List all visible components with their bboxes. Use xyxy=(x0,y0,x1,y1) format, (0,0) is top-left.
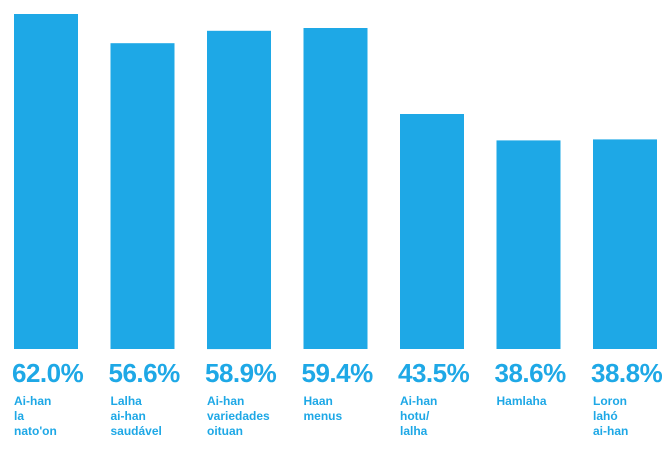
category-column: 56.6% Lalha ai-han saudável xyxy=(109,358,201,439)
category-label: Ai-han hotu/ lalha xyxy=(400,394,438,438)
category-column: 58.9% Ai-han variedades oituan xyxy=(205,358,297,439)
value-label: 58.9% xyxy=(205,358,277,388)
bar xyxy=(496,140,561,349)
value-label: 56.6% xyxy=(108,358,181,388)
bar xyxy=(593,139,657,349)
category-label: Ai-han variedades oituan xyxy=(207,394,270,438)
category-label: Haan menus xyxy=(303,394,343,423)
bar xyxy=(14,14,78,349)
category-label: Loron lahó ai-han xyxy=(593,394,629,438)
bar xyxy=(110,43,175,349)
value-label: 38.8% xyxy=(591,358,662,388)
value-label: 62.0% xyxy=(12,358,84,388)
category-column: 43.5% Ai-han hotu/ lalha xyxy=(398,358,490,439)
category-label: Ai-han la nato'on xyxy=(14,394,57,438)
value-label: 43.5% xyxy=(398,358,470,388)
value-label: 59.4% xyxy=(301,358,374,388)
bar-chart xyxy=(14,14,657,350)
category-label: Hamlaha xyxy=(496,394,547,408)
category-column: 59.4% Haan menus xyxy=(302,358,394,424)
category-column: 38.8% Loron lahó ai-han xyxy=(591,358,662,439)
category-column: 62.0% Ai-han la nato'on xyxy=(12,358,104,439)
value-label: 38.6% xyxy=(494,358,567,388)
category-column: 38.6% Hamlaha xyxy=(495,358,587,409)
category-label: Lalha ai-han saudável xyxy=(110,394,162,438)
bar xyxy=(207,30,271,350)
bar xyxy=(303,28,368,349)
bar xyxy=(400,114,464,349)
